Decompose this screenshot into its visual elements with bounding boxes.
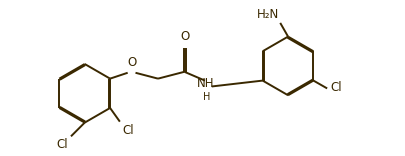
Text: O: O	[127, 56, 136, 69]
Text: H₂N: H₂N	[257, 8, 279, 21]
Text: H: H	[203, 92, 210, 102]
Text: O: O	[181, 30, 190, 43]
Text: NH: NH	[197, 77, 215, 90]
Text: Cl: Cl	[330, 81, 342, 94]
Text: Cl: Cl	[123, 124, 134, 137]
Text: Cl: Cl	[56, 138, 68, 151]
